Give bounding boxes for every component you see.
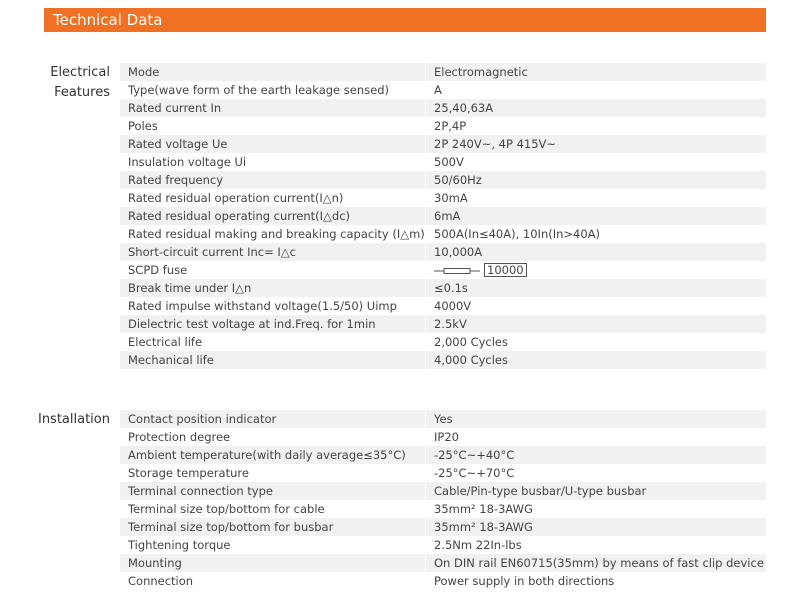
spec-name: Rated impulse withstand voltage(1.5/50) …: [120, 297, 426, 315]
spec-name: Protection degree: [120, 428, 426, 446]
spec-name: Mode: [120, 63, 426, 81]
spec-table: Mode Electromagnetic Type(wave form of the…: [120, 63, 766, 369]
table-row: Mechanical life 4,000 Cycles: [120, 351, 766, 369]
table-row: Tightening torque 2.5Nm 22In-lbs: [120, 536, 766, 554]
spec-value: 50/60Hz: [434, 173, 482, 187]
table-row: Electrical life 2,000 Cycles: [120, 333, 766, 351]
table-row: Contact position indicator Yes: [120, 410, 766, 428]
spec-name: Tightening torque: [120, 536, 426, 554]
spec-name: Insulation voltage Ui: [120, 153, 426, 171]
fuse-rating: 10000: [484, 263, 527, 277]
table-row: Mode Electromagnetic: [120, 63, 766, 81]
table-row: Connection Power supply in both direction…: [120, 572, 766, 590]
spec-value: Electromagnetic: [434, 65, 528, 79]
spec-value: 2.5kV: [434, 317, 467, 331]
table-row: SCPD fuse 10000: [120, 261, 766, 279]
table-row: Terminal connection type Cable/Pin-type b…: [120, 482, 766, 500]
spec-value: IP20: [434, 430, 459, 444]
table-row: Terminal size top/bottom for cable 35mm² …: [120, 500, 766, 518]
spec-value: -25°C~+70°C: [434, 466, 515, 480]
table-row: Ambient temperature(with daily average≤3…: [120, 446, 766, 464]
table-row: Rated voltage Ue 2P 240V~, 4P 415V~: [120, 135, 766, 153]
table-row: Type(wave form of the earth leakage sens…: [120, 81, 766, 99]
table-row: Poles 2P,4P: [120, 117, 766, 135]
spec-name: Dielectric test voltage at ind.Freq. for…: [120, 315, 426, 333]
spec-name: Rated residual operating current(I△dc): [120, 207, 426, 225]
spec-value: ≤0.1s: [434, 281, 468, 295]
section-label: Installation: [37, 412, 110, 427]
table-row: Mounting On DIN rail EN60715(35mm) by mea…: [120, 554, 766, 572]
table-row: Break time under I△n ≤0.1s: [120, 279, 766, 297]
spec-name: Mounting: [120, 554, 426, 572]
spec-value: 4,000 Cycles: [434, 353, 508, 367]
table-row: Terminal size top/bottom for busbar 35mm²…: [120, 518, 766, 536]
section-label: Electrical Features: [50, 65, 110, 100]
spec-name: Rated current In: [120, 99, 426, 117]
spec-name: Poles: [120, 117, 426, 135]
spec-value: 2P 240V~, 4P 415V~: [434, 137, 557, 151]
spec-value: 4000V: [434, 299, 472, 313]
spec-value: Yes: [434, 412, 453, 426]
spec-value: Power supply in both directions: [434, 574, 615, 588]
spec-name: Break time under I△n: [120, 279, 426, 297]
spec-name: Rated residual making and breaking capac…: [120, 225, 426, 243]
spec-value: 35mm² 18-3AWG: [434, 520, 533, 534]
table-row: Rated residual operation current(I△n) 30m…: [120, 189, 766, 207]
spec-name: Short-circuit current Inc= I△c: [120, 243, 426, 261]
table-row: Rated residual making and breaking capac…: [120, 225, 766, 243]
spec-name: Terminal connection type: [120, 482, 426, 500]
fuse-icon: [434, 267, 480, 274]
spec-value: -25°C~+40°C: [434, 448, 515, 462]
table-row: Short-circuit current Inc= I△c 10,000A: [120, 243, 766, 261]
spec-name: Storage temperature: [120, 464, 426, 482]
spec-name: Type(wave form of the earth leakage sens…: [120, 81, 426, 99]
spec-name: Terminal size top/bottom for busbar: [120, 518, 426, 536]
spec-name: Mechanical life: [120, 351, 426, 369]
spec-name: Electrical life: [120, 333, 426, 351]
spec-value: A: [434, 83, 442, 97]
spec-value: 500A(In≤40A), 10In(In>40A): [434, 227, 601, 241]
table-row: Protection degree IP20: [120, 428, 766, 446]
spec-value: 500V: [434, 155, 464, 169]
table-row: Rated impulse withstand voltage(1.5/50) …: [120, 297, 766, 315]
table-row: Rated current In 25,40,63A: [120, 99, 766, 117]
table-row: Dielectric test voltage at ind.Freq. for…: [120, 315, 766, 333]
spec-name: Ambient temperature(with daily average≤3…: [120, 446, 426, 464]
spec-value: 10000: [426, 261, 527, 279]
spec-name: Connection: [120, 572, 426, 590]
spec-value: 30mA: [434, 191, 468, 205]
spec-value: 6mA: [434, 209, 461, 223]
spec-value: 2.5Nm 22In-lbs: [434, 538, 522, 552]
spec-value: 25,40,63A: [434, 101, 494, 115]
table-row: Rated residual operating current(I△dc) 6m…: [120, 207, 766, 225]
spec-value: 2,000 Cycles: [434, 335, 508, 349]
spec-value: Cable/Pin-type busbar/U-type busbar: [434, 484, 647, 498]
spec-name: Contact position indicator: [120, 410, 426, 428]
spec-value: 10,000A: [434, 245, 483, 259]
spec-name: Terminal size top/bottom for cable: [120, 500, 426, 518]
spec-name: SCPD fuse: [120, 261, 426, 279]
spec-table: Contact position indicator Yes Protection …: [120, 410, 766, 590]
spec-value: 2P,4P: [434, 119, 467, 133]
spec-name: Rated voltage Ue: [120, 135, 426, 153]
spec-value: 35mm² 18-3AWG: [434, 502, 533, 516]
section-header: Technical Data: [44, 8, 766, 32]
spec-name: Rated frequency: [120, 171, 426, 189]
table-row: Storage temperature -25°C~+70°C: [120, 464, 766, 482]
spec-name: Rated residual operation current(I△n): [120, 189, 426, 207]
spec-value: On DIN rail EN60715(35mm) by means of fa…: [434, 556, 764, 570]
table-row: Rated frequency 50/60Hz: [120, 171, 766, 189]
table-row: Insulation voltage Ui 500V: [120, 153, 766, 171]
